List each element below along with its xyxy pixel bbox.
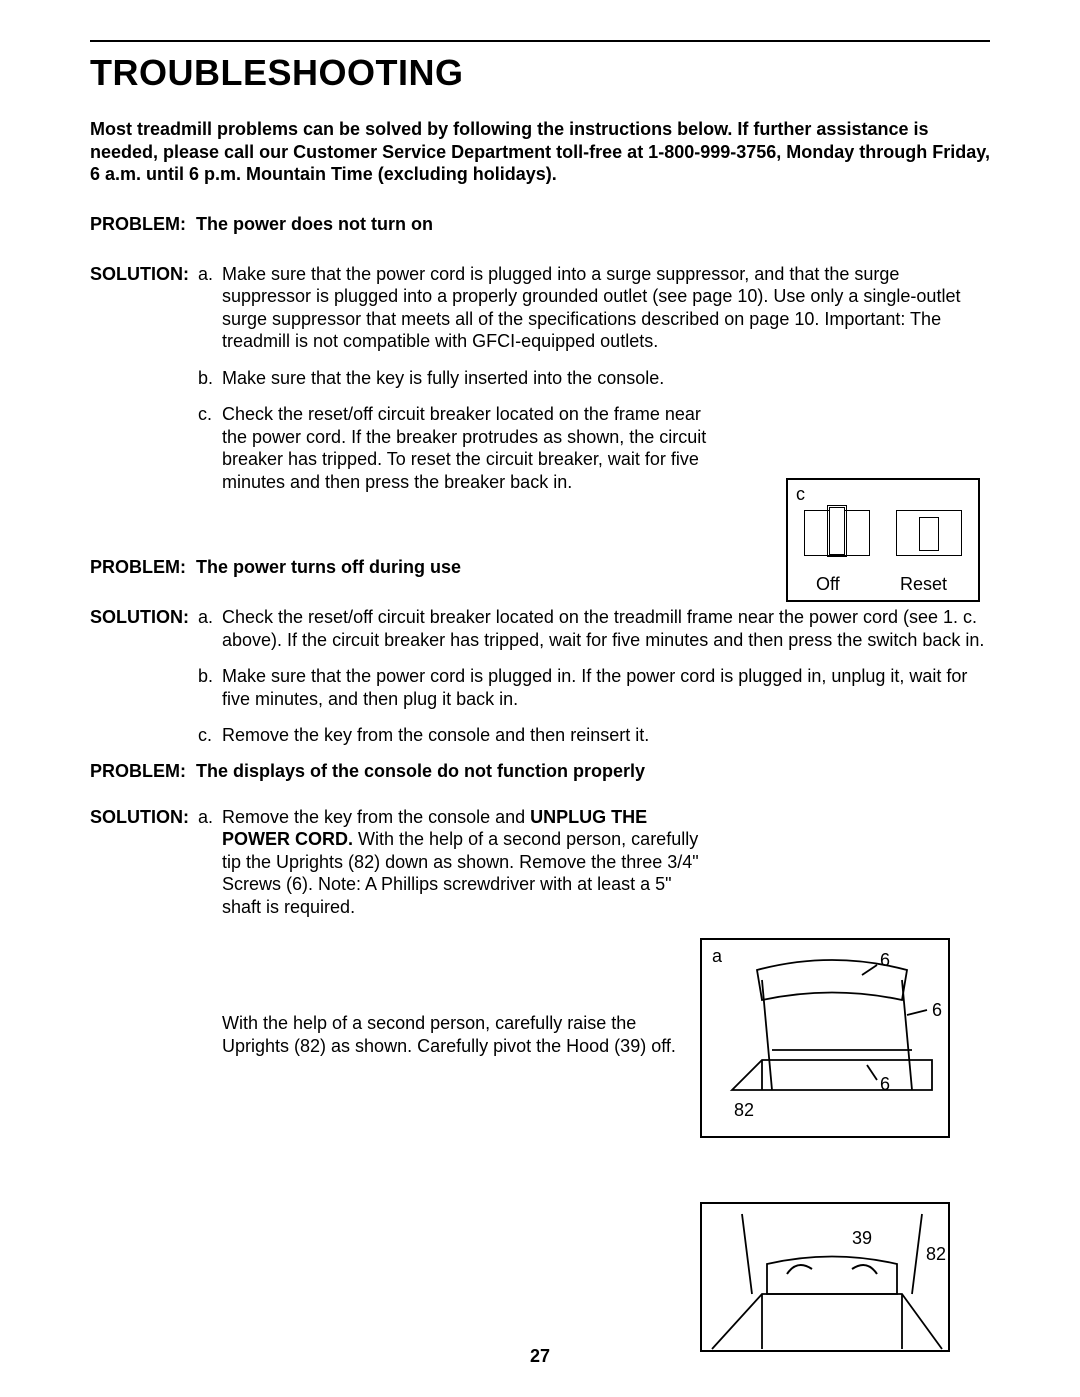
solution-2c-text: Remove the key from the console and then… [222, 724, 990, 747]
item-letter [198, 1012, 222, 1057]
item-letter: c. [198, 403, 222, 493]
hood-diagram-icon [702, 1204, 952, 1354]
callout-82: 82 [926, 1244, 946, 1265]
figure-tag-c: c [796, 484, 805, 505]
intro-paragraph: Most treadmill problems can be solved by… [90, 118, 990, 186]
callout-39: 39 [852, 1228, 872, 1249]
solution-1a-text: Make sure that the power cord is plugged… [222, 263, 990, 353]
callout-6: 6 [932, 1000, 942, 1021]
solution-2a: SOLUTION: a. Check the reset/off circuit… [90, 606, 990, 651]
item-letter: a. [198, 263, 222, 353]
callout-82: 82 [734, 1100, 754, 1121]
solution-3a: SOLUTION: a. Remove the key from the con… [90, 806, 990, 919]
figure-circuit-breaker: c Off Reset [786, 478, 980, 602]
problem-2-text: The power turns off during use [196, 557, 461, 577]
top-rule [90, 40, 990, 42]
problem-label: PROBLEM: [90, 557, 186, 577]
callout-6: 6 [880, 1074, 890, 1095]
solution-1a: SOLUTION: a. Make sure that the power co… [90, 263, 990, 353]
figure-uprights-down: a 6 6 6 82 [700, 938, 950, 1138]
solution-2b-text: Make sure that the power cord is plugged… [222, 665, 990, 710]
figure-hood-pivot: 39 82 [700, 1202, 950, 1352]
page-number: 27 [0, 1346, 1080, 1367]
item-letter: a. [198, 806, 222, 919]
figure-off-label: Off [816, 574, 840, 595]
item-letter: a. [198, 606, 222, 651]
item-letter: b. [198, 665, 222, 710]
callout-6: 6 [880, 950, 890, 971]
item-letter: c. [198, 724, 222, 747]
problem-label: PROBLEM: [90, 214, 186, 234]
page: TROUBLESHOOTING Most treadmill problems … [0, 0, 1080, 1397]
solution-2c: c. Remove the key from the console and t… [90, 724, 990, 747]
item-letter: b. [198, 367, 222, 390]
problem-label: PROBLEM: [90, 761, 186, 781]
figure-reset-label: Reset [900, 574, 947, 595]
solution-label: SOLUTION: [90, 263, 198, 353]
problem-3-text: The displays of the console do not funct… [196, 761, 645, 781]
solution-1b-text: Make sure that the key is fully inserted… [222, 367, 990, 390]
figure-tag-a: a [712, 946, 722, 967]
problem-1-heading: PROBLEM: The power does not turn on [90, 214, 990, 235]
solution-label: SOLUTION: [90, 806, 198, 919]
problem-1-text: The power does not turn on [196, 214, 433, 234]
solution-3a-text: Remove the key from the console and UNPL… [222, 806, 990, 919]
solution-2b: b. Make sure that the power cord is plug… [90, 665, 990, 710]
solution-label: SOLUTION: [90, 606, 198, 651]
solution-1b: b. Make sure that the key is fully inser… [90, 367, 990, 390]
problem-3-heading: PROBLEM: The displays of the console do … [90, 761, 990, 782]
page-title: TROUBLESHOOTING [90, 52, 990, 94]
solution-2a-text: Check the reset/off circuit breaker loca… [222, 606, 990, 651]
